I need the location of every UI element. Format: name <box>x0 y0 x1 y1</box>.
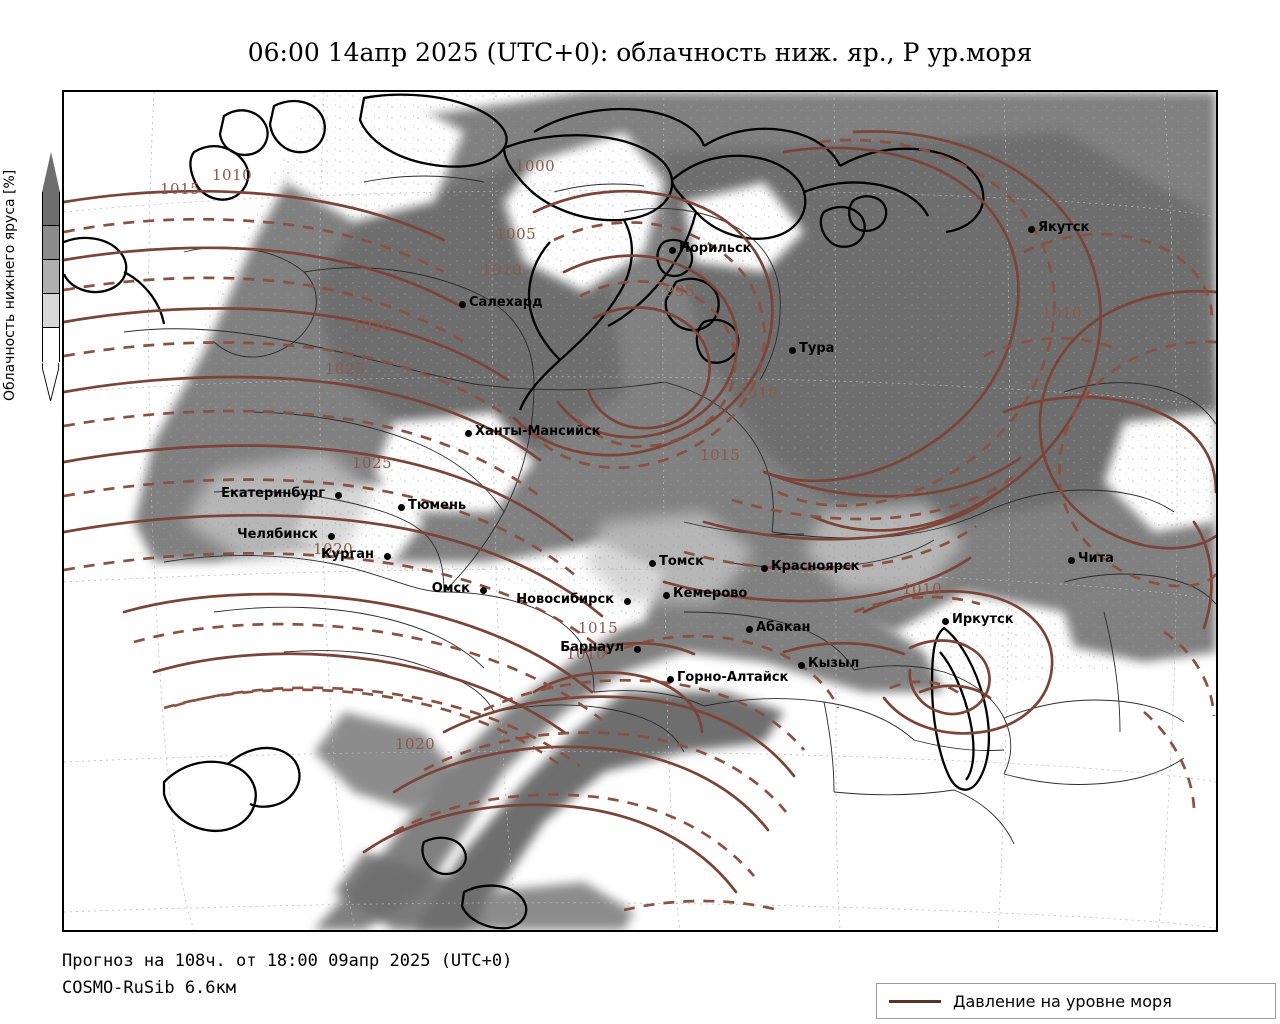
city-label: Кызыл <box>808 656 860 671</box>
city-label: Иркутск <box>952 612 1014 627</box>
colorbar-top-arrow <box>42 152 60 192</box>
contour-label: 995 <box>665 282 696 300</box>
contour-label: 1025 <box>325 360 366 378</box>
city-dot <box>746 626 753 633</box>
city-label: Чита <box>1078 551 1114 566</box>
contour-label: 1000 <box>515 157 556 175</box>
city-label: Якутск <box>1038 220 1090 235</box>
forecast-info-line: Прогноз на 108ч. от 18:00 09апр 2025 (UT… <box>62 951 513 971</box>
city-label: Красноярск <box>771 559 860 574</box>
contour-label: 1025 <box>352 454 393 472</box>
footer-info: Прогноз на 108ч. от 18:00 09апр 2025 (UT… <box>62 948 512 1002</box>
city-label: Новосибирск <box>516 592 614 607</box>
colorbar-bottom-arrow <box>42 363 60 402</box>
city-dot <box>624 598 631 605</box>
contour-label: 1020 <box>395 735 436 753</box>
city-dot <box>663 592 670 599</box>
contour-label: 1015 <box>700 446 741 464</box>
legend-label: Давление на уровне моря <box>953 991 1172 1011</box>
colorbar-band-90 <box>43 192 59 226</box>
colorbar-band-10 <box>43 328 59 362</box>
colorbar-band-50 <box>43 260 59 294</box>
contour-label: 1020 <box>313 540 354 558</box>
city-dot <box>942 618 949 625</box>
map-legend: Давление на уровне моря <box>876 983 1276 1019</box>
city-label: Барнаул <box>560 640 624 655</box>
city-label: Омск <box>431 581 470 596</box>
city-label: Курган <box>321 547 374 562</box>
city-dot <box>335 492 342 499</box>
city-dot <box>649 560 656 567</box>
pressure-contours-solid <box>64 130 1216 894</box>
city-label: Тюмень <box>408 498 467 513</box>
contour-label: 1010 <box>566 645 607 663</box>
contour-label: 1010 <box>738 384 779 402</box>
colorbar-band-30 <box>43 294 59 328</box>
contour-label: 1015 <box>578 619 619 637</box>
contour-label: 1010 <box>482 261 523 279</box>
city-label: Норильск <box>679 241 752 256</box>
city-dot <box>789 347 796 354</box>
city-dot <box>667 676 674 683</box>
pressure-contours-dashed <box>64 138 1216 912</box>
contour-label: 1010 <box>212 166 253 184</box>
city-dot <box>761 565 768 572</box>
city-label: Челябинск <box>237 527 318 542</box>
colorbar-axis-label: Облачность нижнего яруса [%] <box>2 169 18 401</box>
city-dot <box>384 553 391 560</box>
city-dot <box>798 662 805 669</box>
city-label: Кемерово <box>673 586 748 601</box>
page-title: 06:00 14апр 2025 (UTC+0): облачность ниж… <box>247 38 1033 67</box>
city-dot <box>459 301 466 308</box>
city-dot <box>1068 557 1075 564</box>
city-label: Салехард <box>469 295 543 310</box>
pressure-line-swatch-icon <box>889 999 941 1003</box>
region-borders <box>123 175 1216 845</box>
contour-label: 1015 <box>160 180 201 198</box>
city-dot <box>465 430 472 437</box>
model-info-line: COSMO-RuSib 6.6км <box>62 978 236 998</box>
city-dot <box>669 247 676 254</box>
city-label: Томск <box>659 554 704 569</box>
weather-map[interactable]: 1015 1010 1000 1005 1010 995 1020 1010 1… <box>62 90 1218 932</box>
city-label: Тура <box>799 341 835 356</box>
city-label: Ханты-Мансийск <box>475 424 601 439</box>
cloud-cover-field <box>134 92 1216 930</box>
coastline <box>64 93 991 930</box>
city-dot <box>480 587 487 594</box>
map-canvas <box>64 92 1216 930</box>
city-label: Екатеринбург <box>221 486 325 501</box>
contour-label: 1020 <box>352 317 393 335</box>
colorbar-bands <box>42 192 60 362</box>
contour-label: 1005 <box>496 225 537 243</box>
city-dot <box>1028 226 1035 233</box>
colorbar-band-70 <box>43 226 59 260</box>
lat-lon-grid <box>64 92 1216 930</box>
contour-label: 1010 <box>902 580 943 598</box>
contour-label: 1010 <box>1042 304 1083 322</box>
city-label: Абакан <box>756 620 811 635</box>
city-dot <box>328 533 335 540</box>
city-label: Горно-Алтайск <box>677 670 789 685</box>
city-dot <box>398 504 405 511</box>
city-dot <box>634 646 641 653</box>
